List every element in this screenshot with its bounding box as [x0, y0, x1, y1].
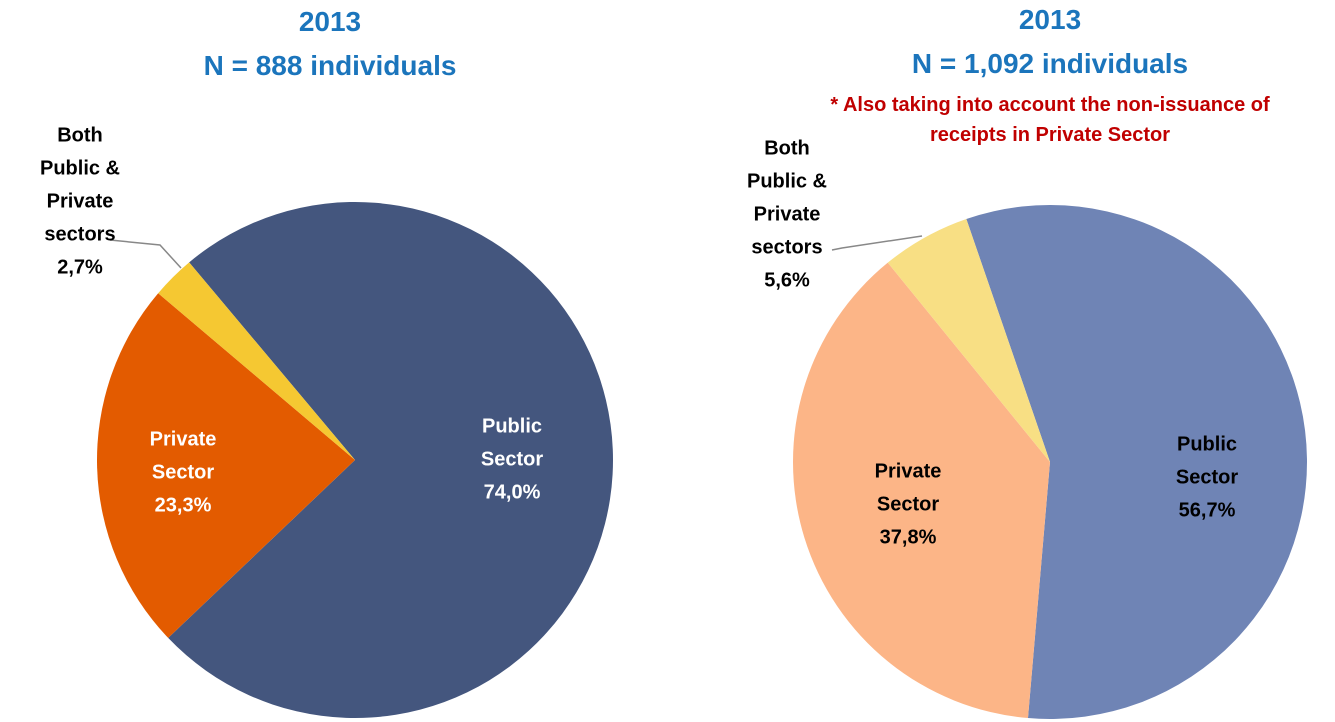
value-label: 37,8% — [879, 526, 937, 549]
category-label: Public Sector — [1175, 433, 1239, 489]
slice-label: Public Sector 56,7% — [1157, 429, 1257, 528]
category-label: Both Public & Private sectors — [39, 124, 120, 246]
subtitle: N = 1,092 individuals — [911, 48, 1189, 79]
pie-slice — [158, 262, 355, 460]
pie-slice — [793, 262, 1050, 719]
annotation: * Also taking into account the non-issua… — [830, 94, 1270, 146]
category-label: Private Sector — [149, 428, 217, 484]
slice-label: Private Sector 23,3% — [133, 424, 233, 523]
pie-slice — [966, 204, 1308, 719]
leader-line — [109, 239, 182, 269]
subtitle: N = 888 individuals — [203, 50, 457, 81]
title: 2013 — [1018, 4, 1082, 35]
value-label: 2,7% — [57, 256, 103, 279]
value-label: 74,0% — [483, 481, 541, 504]
category-label: Both Public & Private sectors — [746, 137, 827, 259]
leader-line — [831, 235, 923, 251]
chart-title: 2013 N = 888 individuals — [204, 0, 457, 88]
chart-title: 2013 N = 1,092 individuals — [912, 0, 1188, 86]
pie-slice — [96, 293, 355, 638]
value-label: 5,6% — [764, 269, 810, 292]
pie-slice — [887, 219, 1050, 462]
slice-label: Both Public & Private sectors 2,7% — [28, 120, 133, 285]
category-label: Public Sector — [480, 415, 544, 471]
value-label: 56,7% — [1178, 499, 1236, 522]
title: 2013 — [298, 6, 362, 37]
value-label: 23,3% — [154, 494, 212, 517]
slice-label: Private Sector 37,8% — [858, 456, 958, 555]
slice-label: Both Public & Private sectors 5,6% — [735, 133, 840, 298]
slice-label: Public Sector 74,0% — [462, 411, 562, 510]
pie-slice — [168, 201, 613, 718]
category-label: Private Sector — [874, 460, 942, 516]
